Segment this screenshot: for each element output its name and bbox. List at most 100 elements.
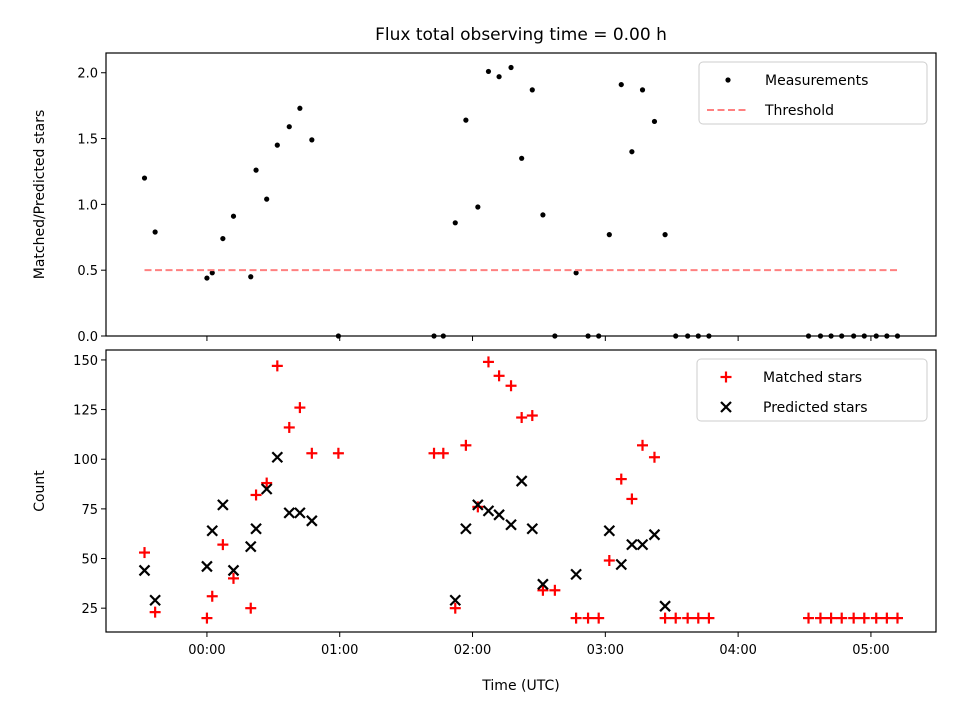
measurement-point [286,124,292,130]
measurement-point [204,275,210,281]
axes-frame [105,349,937,633]
matched-star-marker [593,612,605,624]
matched-star-marker [294,402,306,414]
matched-star-marker [881,612,893,624]
matched-star-marker [858,612,870,624]
matched-star-marker [516,412,528,424]
matched-star-marker [637,439,649,451]
marker-stroke [149,594,161,607]
marker-stroke [515,475,528,487]
predicted-star-marker [659,600,671,612]
matched-star-marker [825,612,837,624]
x-axis-title: Time (UTC) [481,678,559,694]
predicted-star-marker [526,522,539,535]
measurement-point [662,232,668,238]
matched-star-marker [615,473,627,485]
y-tick-label: 75 [81,503,98,518]
marker-stroke [636,538,649,551]
measurement-point [297,105,303,111]
predicted-star-marker [244,540,257,553]
predicted-star-marker [250,522,262,535]
matched-star-marker [283,421,295,433]
measurement-point [309,137,315,143]
matched-star-marker [227,572,239,584]
legend-label: Threshold [764,103,834,119]
matched-star-marker [582,612,594,624]
predicted-star-marker [636,538,649,551]
plot-area [138,356,903,624]
y-tick-label: 25 [81,602,98,617]
measurement-point [475,204,481,210]
predicted-star-marker [217,499,229,511]
y-tick-label: 125 [73,404,98,419]
predicted-star-marker [505,518,517,531]
measurement-point [274,142,280,148]
matched-star-marker [648,451,660,463]
predicted-star-marker [648,528,661,541]
marker-stroke [570,568,582,581]
measurement-point [209,270,215,276]
measurement-point [618,81,624,88]
predicted-star-marker [306,515,318,527]
measurement-point [540,212,546,218]
y-tick-label: 100 [73,453,98,468]
measurement-point [220,235,226,242]
marker-stroke [206,524,219,537]
marker-stroke [271,451,284,464]
y-axis-title: Count [32,470,48,512]
matched-star-marker [472,501,484,513]
marker-stroke [260,483,273,495]
predicted-star-marker [626,538,638,551]
marker-stroke [526,522,539,535]
measurement-point [452,220,458,226]
marker-stroke [537,578,549,591]
marker-stroke [505,518,517,531]
marker-stroke [720,401,732,413]
legend-label: Predicted stars [763,400,868,416]
legend-label: Matched stars [763,370,862,386]
y-tick-label: 0.5 [77,264,98,279]
predicted-star-marker [515,475,528,487]
measurement-point [573,270,579,276]
marker-stroke [615,558,628,571]
legend-box [696,358,928,422]
matched-star-marker [670,612,682,624]
marker-stroke [201,560,213,573]
x-tick-label: 04:00 [719,643,756,658]
predicted-star-marker [537,578,549,591]
measurement-point [485,68,492,75]
legend-marker [725,77,731,83]
matched-star-marker [549,584,561,596]
matched-star-marker [848,612,860,624]
marker-stroke [472,499,484,511]
x-tick-label: 03:00 [587,643,624,658]
marker-stroke [603,524,616,537]
y-tick-label: 50 [81,553,98,568]
matched-star-marker [692,612,704,624]
matched-star-marker [250,489,262,501]
marker-stroke [250,522,262,535]
matched-star-marker [428,447,440,459]
matched-star-marker [149,606,161,618]
predicted-star-marker [206,524,219,537]
matched-star-marker [814,612,826,624]
measurement-point [152,229,158,235]
y-tick-label: 0.0 [77,330,98,345]
predicted-star-marker [472,499,484,511]
chart-title: Flux total observing time = 0.00 h [375,25,667,45]
measurement-point [519,155,525,161]
marker-stroke [482,505,495,517]
matched-star-marker [626,493,638,505]
matched-star-marker [332,447,344,459]
measurement-point [529,87,535,93]
x-tick-label: 01:00 [321,643,358,658]
predicted-star-marker [271,451,284,464]
matched-star-marker [437,447,449,459]
top-panel: 0.0 0.5 1.0 1.5 2.0 Matched/Predicted stars Me… [32,52,937,345]
measurement-point [463,117,469,123]
legend-label: Measurements [765,73,868,89]
measurement-point [629,149,635,155]
axes-frame [105,52,937,337]
marker-stroke [244,540,257,553]
marker-stroke [138,564,151,577]
